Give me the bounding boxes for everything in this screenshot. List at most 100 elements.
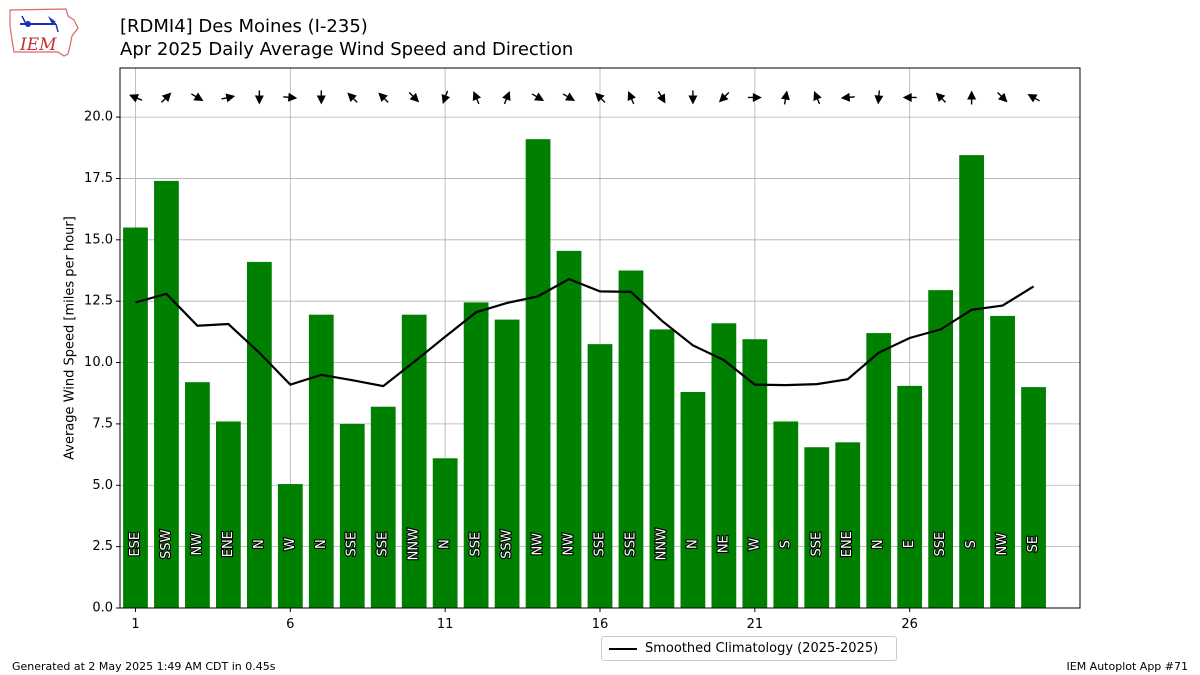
bar-day-27 <box>928 290 954 608</box>
direction-label: E <box>902 540 917 548</box>
x-tick-label: 6 <box>286 617 294 632</box>
bar-day-20 <box>711 323 737 608</box>
direction-label: ENE <box>840 531 855 557</box>
bar-day-2 <box>154 180 179 608</box>
legend-label: Smoothed Climatology (2025-2025) <box>645 641 879 656</box>
bar-day-1 <box>123 227 148 608</box>
wind-arrow <box>688 90 698 105</box>
chart-title: [RDMI4] Des Moines (I-235) <box>120 16 368 37</box>
y-tick-label: 10.0 <box>84 355 113 370</box>
wind-arrow <box>595 92 606 103</box>
direction-label: NW <box>562 533 577 556</box>
bar-day-4 <box>216 421 241 608</box>
y-tick-label: 15.0 <box>84 232 113 247</box>
direction-label: SE <box>1026 536 1041 552</box>
y-tick-label: 7.5 <box>92 416 113 431</box>
direction-label: NW <box>531 533 546 556</box>
direction-label: SSW <box>500 529 515 559</box>
wind-arrow <box>935 92 947 103</box>
direction-label: W <box>283 538 298 551</box>
iem-logo: IEM <box>9 8 79 57</box>
direction-label: ENE <box>221 531 236 557</box>
direction-label: S <box>778 540 793 548</box>
bar-day-18 <box>649 329 675 608</box>
y-tick-label: 5.0 <box>92 478 113 493</box>
wind-arrow <box>657 91 666 104</box>
x-tick-label: 21 <box>747 617 764 632</box>
direction-label: N <box>871 539 886 549</box>
bar-day-23 <box>804 447 830 608</box>
wind-arrow <box>1027 93 1040 103</box>
bar-day-5 <box>246 261 272 608</box>
y-tick-label: 20.0 <box>84 110 113 125</box>
direction-label: N <box>438 539 453 549</box>
direction-label: NW <box>190 533 205 556</box>
bar-day-17 <box>618 270 644 608</box>
wind-arrow <box>283 92 298 102</box>
bar-day-16 <box>587 344 613 608</box>
x-tick-label: 1 <box>131 617 139 632</box>
bar-day-30 <box>1021 387 1046 608</box>
wind-arrow <box>472 91 482 105</box>
wind-arrow <box>161 92 172 103</box>
direction-label: NNW <box>654 528 669 560</box>
wind-arrow <box>254 90 264 105</box>
wind-arrow <box>840 92 855 102</box>
wind-arrow <box>747 92 762 102</box>
wind-arrow <box>191 92 204 101</box>
direction-label: SSE <box>469 532 484 557</box>
bar-day-3 <box>185 382 210 608</box>
wind-arrow <box>562 92 576 101</box>
y-tick-label: 2.5 <box>92 539 113 554</box>
wind-arrow <box>441 90 451 105</box>
direction-label: SSE <box>376 532 391 557</box>
wind-arrow <box>627 91 636 105</box>
wind-arrow <box>221 93 236 103</box>
wind-arrow <box>902 92 917 102</box>
bar-day-28 <box>959 155 984 609</box>
bar-day-7 <box>308 314 334 608</box>
bar-day-11 <box>432 458 458 608</box>
direction-label: S <box>964 540 979 548</box>
x-tick-label: 16 <box>592 617 609 632</box>
y-tick-label: 12.5 <box>84 294 113 309</box>
chart-subtitle: Apr 2025 Daily Average Wind Speed and Di… <box>120 39 574 60</box>
legend-line-swatch <box>609 648 637 650</box>
bar-day-10 <box>401 314 427 608</box>
wind-arrow <box>129 94 143 103</box>
bar-day-8 <box>339 423 365 608</box>
direction-label: SSE <box>593 532 608 557</box>
direction-label: NNW <box>407 528 422 560</box>
wind-arrow <box>531 92 545 101</box>
wind-arrow <box>874 90 884 105</box>
y-axis-label: Average Wind Speed [miles per hour] <box>63 216 78 460</box>
wind-arrow <box>813 91 822 105</box>
wind-arrow <box>502 90 511 105</box>
logo-text: IEM <box>19 35 57 55</box>
x-tick-label: 11 <box>437 617 454 632</box>
direction-label: SSW <box>159 529 174 559</box>
climatology-line <box>135 277 1035 388</box>
wind-arrow <box>347 92 358 103</box>
bar-day-29 <box>990 315 1015 608</box>
wind-arrow <box>316 90 326 105</box>
bar-day-22 <box>773 421 799 608</box>
y-tick-label: 0.0 <box>92 601 113 616</box>
x-tick-label: 26 <box>901 617 918 632</box>
bar-day-13 <box>494 319 520 608</box>
bar-day-9 <box>370 406 396 608</box>
wind-arrow <box>967 90 977 105</box>
bar-day-21 <box>742 339 768 608</box>
direction-label: SSE <box>809 532 824 557</box>
bar-day-15 <box>556 250 582 608</box>
direction-label: ESE <box>128 532 143 557</box>
direction-label: SSE <box>933 532 948 557</box>
direction-label: N <box>685 539 700 549</box>
bar-day-14 <box>525 139 551 608</box>
direction-label: N <box>252 539 267 549</box>
y-tick-label: 17.5 <box>84 171 113 186</box>
bar-day-19 <box>680 392 706 608</box>
direction-label: NE <box>716 535 731 553</box>
direction-label: SSE <box>345 532 360 557</box>
